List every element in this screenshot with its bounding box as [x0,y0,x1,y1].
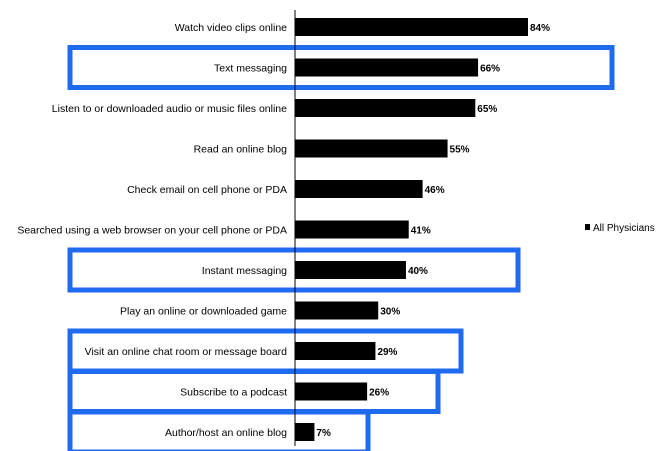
value-label: 26% [369,388,389,399]
highlight-box [67,409,371,451]
category-label: Visit an online chat room or message boa… [85,346,287,358]
category-label: Author/host an online blog [165,427,287,439]
category-label: Read an online blog [194,144,288,156]
category-label: Listen to or downloaded audio or music f… [52,103,287,115]
bar [295,139,448,158]
value-label: 29% [377,347,397,358]
category-label: Check email on cell phone or PDA [127,184,287,196]
value-label: 65% [477,104,497,115]
bar [295,382,368,401]
value-label: 40% [408,266,428,277]
bar [295,220,409,239]
bar [295,180,423,198]
value-label: 41% [411,226,431,237]
legend-label: All Physicians [593,223,655,234]
value-label: 46% [425,185,445,196]
bars-group [295,18,528,441]
category-labels: Watch video clips online Text messaging Li… [17,22,287,439]
bar [295,18,528,36]
category-label: Searched using a web browser on your cel… [17,225,287,237]
value-label: 55% [450,145,470,156]
bar [295,261,406,279]
category-label: Watch video clips online [175,22,287,34]
highlight-box [67,45,615,90]
category-label: Subscribe to a podcast [180,387,287,399]
highlight-box [67,247,521,293]
legend-swatch [585,224,590,230]
value-labels: 84% 66% 65% 55% 46% 41% 40% 30% 29% 26% 7% [316,23,550,439]
bar [295,301,379,320]
value-label: 7% [316,428,331,439]
category-label: Instant messaging [202,265,287,277]
value-label: 84% [530,23,550,34]
value-label: 66% [480,64,500,75]
bar [295,58,479,77]
bar [295,99,476,117]
category-label: Text messaging [214,63,287,75]
legend: All Physicians [585,223,655,234]
bar [295,342,376,360]
highlight-boxes [67,45,615,451]
category-label: Play an online or downloaded game [120,306,287,318]
value-label: 30% [380,307,400,318]
bar [295,423,315,441]
